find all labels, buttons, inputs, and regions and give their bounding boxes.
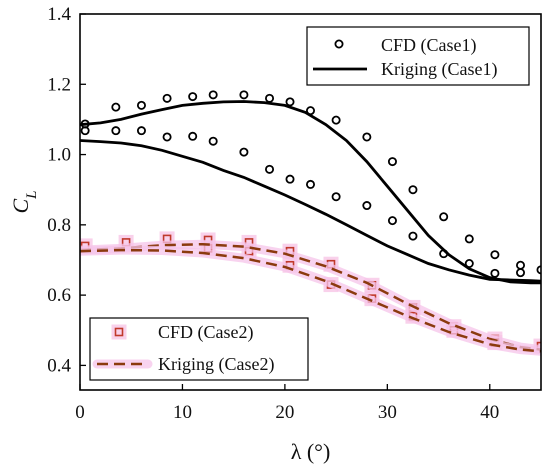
series-3 (80, 239, 541, 356)
cfd-case1-point (331, 192, 341, 202)
plot-frame (79, 13, 542, 391)
cfd-case1-point (387, 157, 397, 167)
cfd-case1-point (80, 126, 90, 136)
kriging-case2-line (80, 248, 541, 353)
series-0 (80, 90, 541, 278)
cfd-case1-point (111, 126, 121, 136)
cfd-case1-point (136, 126, 146, 136)
y-tick-label: 1.2 (47, 74, 71, 95)
legend-case1-box (306, 26, 530, 86)
cfd-case1-point (490, 250, 500, 260)
cfd-case1-point (516, 268, 526, 278)
legend-cfd-case2-label: CFD (Case2) (158, 322, 254, 343)
y-axis-label: CL (8, 190, 40, 213)
cfd-case1-point (162, 132, 172, 142)
cfd-case1-point (188, 92, 198, 102)
legend-case1: CFD (Case1) Kriging (Case1) (306, 26, 530, 86)
series-1 (80, 100, 541, 285)
legend-kriging-case1-label: Kriging (Case1) (381, 59, 497, 80)
cfd-case1-point (490, 268, 500, 278)
x-tick-label: 0 (75, 402, 85, 423)
cfd-case1-point (439, 212, 449, 222)
x-tick-label: 10 (173, 402, 192, 423)
legend-cfd-case2-marker-halo (111, 324, 127, 340)
legend-cfd-case1-label: CFD (Case1) (381, 35, 477, 56)
x-tick-label: 40 (480, 402, 499, 423)
cfd-case1-point (285, 97, 295, 107)
legend-cfd-case1-marker (334, 39, 344, 49)
cfd-case1-point (208, 90, 218, 100)
cfd-case1-point (408, 185, 418, 195)
kriging-case1-line (80, 100, 541, 285)
y-tick-label: 0.6 (47, 285, 71, 306)
cfd-case1-point (536, 265, 541, 275)
ticks-layer: 0 10 20 30 40 0.4 0.6 0.8 1.0 1.2 1.4 (47, 4, 499, 423)
cfd-case1-point (305, 179, 315, 189)
x-tick-label: 30 (378, 402, 397, 423)
cfd-case1-point (362, 201, 372, 211)
cfd-case1-point (111, 102, 121, 112)
cfd-case1-point (408, 231, 418, 241)
y-tick-label: 1.0 (47, 145, 71, 166)
cfd-case1-point (285, 174, 295, 184)
y-tick-label: 1.4 (47, 4, 71, 25)
cfd-case1-point (464, 234, 474, 244)
x-tick-label: 20 (275, 402, 294, 423)
cfd-case1-point (239, 90, 249, 100)
y-tick-label: 0.8 (47, 215, 71, 236)
cfd-case1-point (162, 93, 172, 103)
cfd-case1-point (136, 100, 146, 110)
cfd-case1-point (387, 216, 397, 226)
cfd-case1-point (265, 93, 275, 103)
cfd-case1-point (516, 260, 526, 270)
cfd-case1-point (265, 164, 275, 174)
cfd-case1-point (188, 131, 198, 141)
y-tick-label: 0.4 (47, 355, 71, 376)
y-axis-label-main: C (8, 199, 33, 214)
cfd-case1-point (208, 136, 218, 146)
y-axis-label-subscript: L (24, 190, 40, 199)
legend-kriging-case2-label: Kriging (Case2) (158, 354, 274, 375)
plot-area (80, 90, 541, 356)
cfd-case1-point (239, 147, 249, 157)
cfd-case1-point (362, 132, 372, 142)
x-axis-label: λ (°) (291, 439, 331, 464)
legend-case2: CFD (Case2) Kriging (Case2) (89, 317, 309, 381)
kriging-case2-line (80, 242, 541, 351)
cfd-case1-point (331, 115, 341, 125)
series-layer (80, 90, 541, 356)
legend-cfd-case2-marker (114, 327, 124, 337)
kriging-case1-line (80, 139, 541, 283)
